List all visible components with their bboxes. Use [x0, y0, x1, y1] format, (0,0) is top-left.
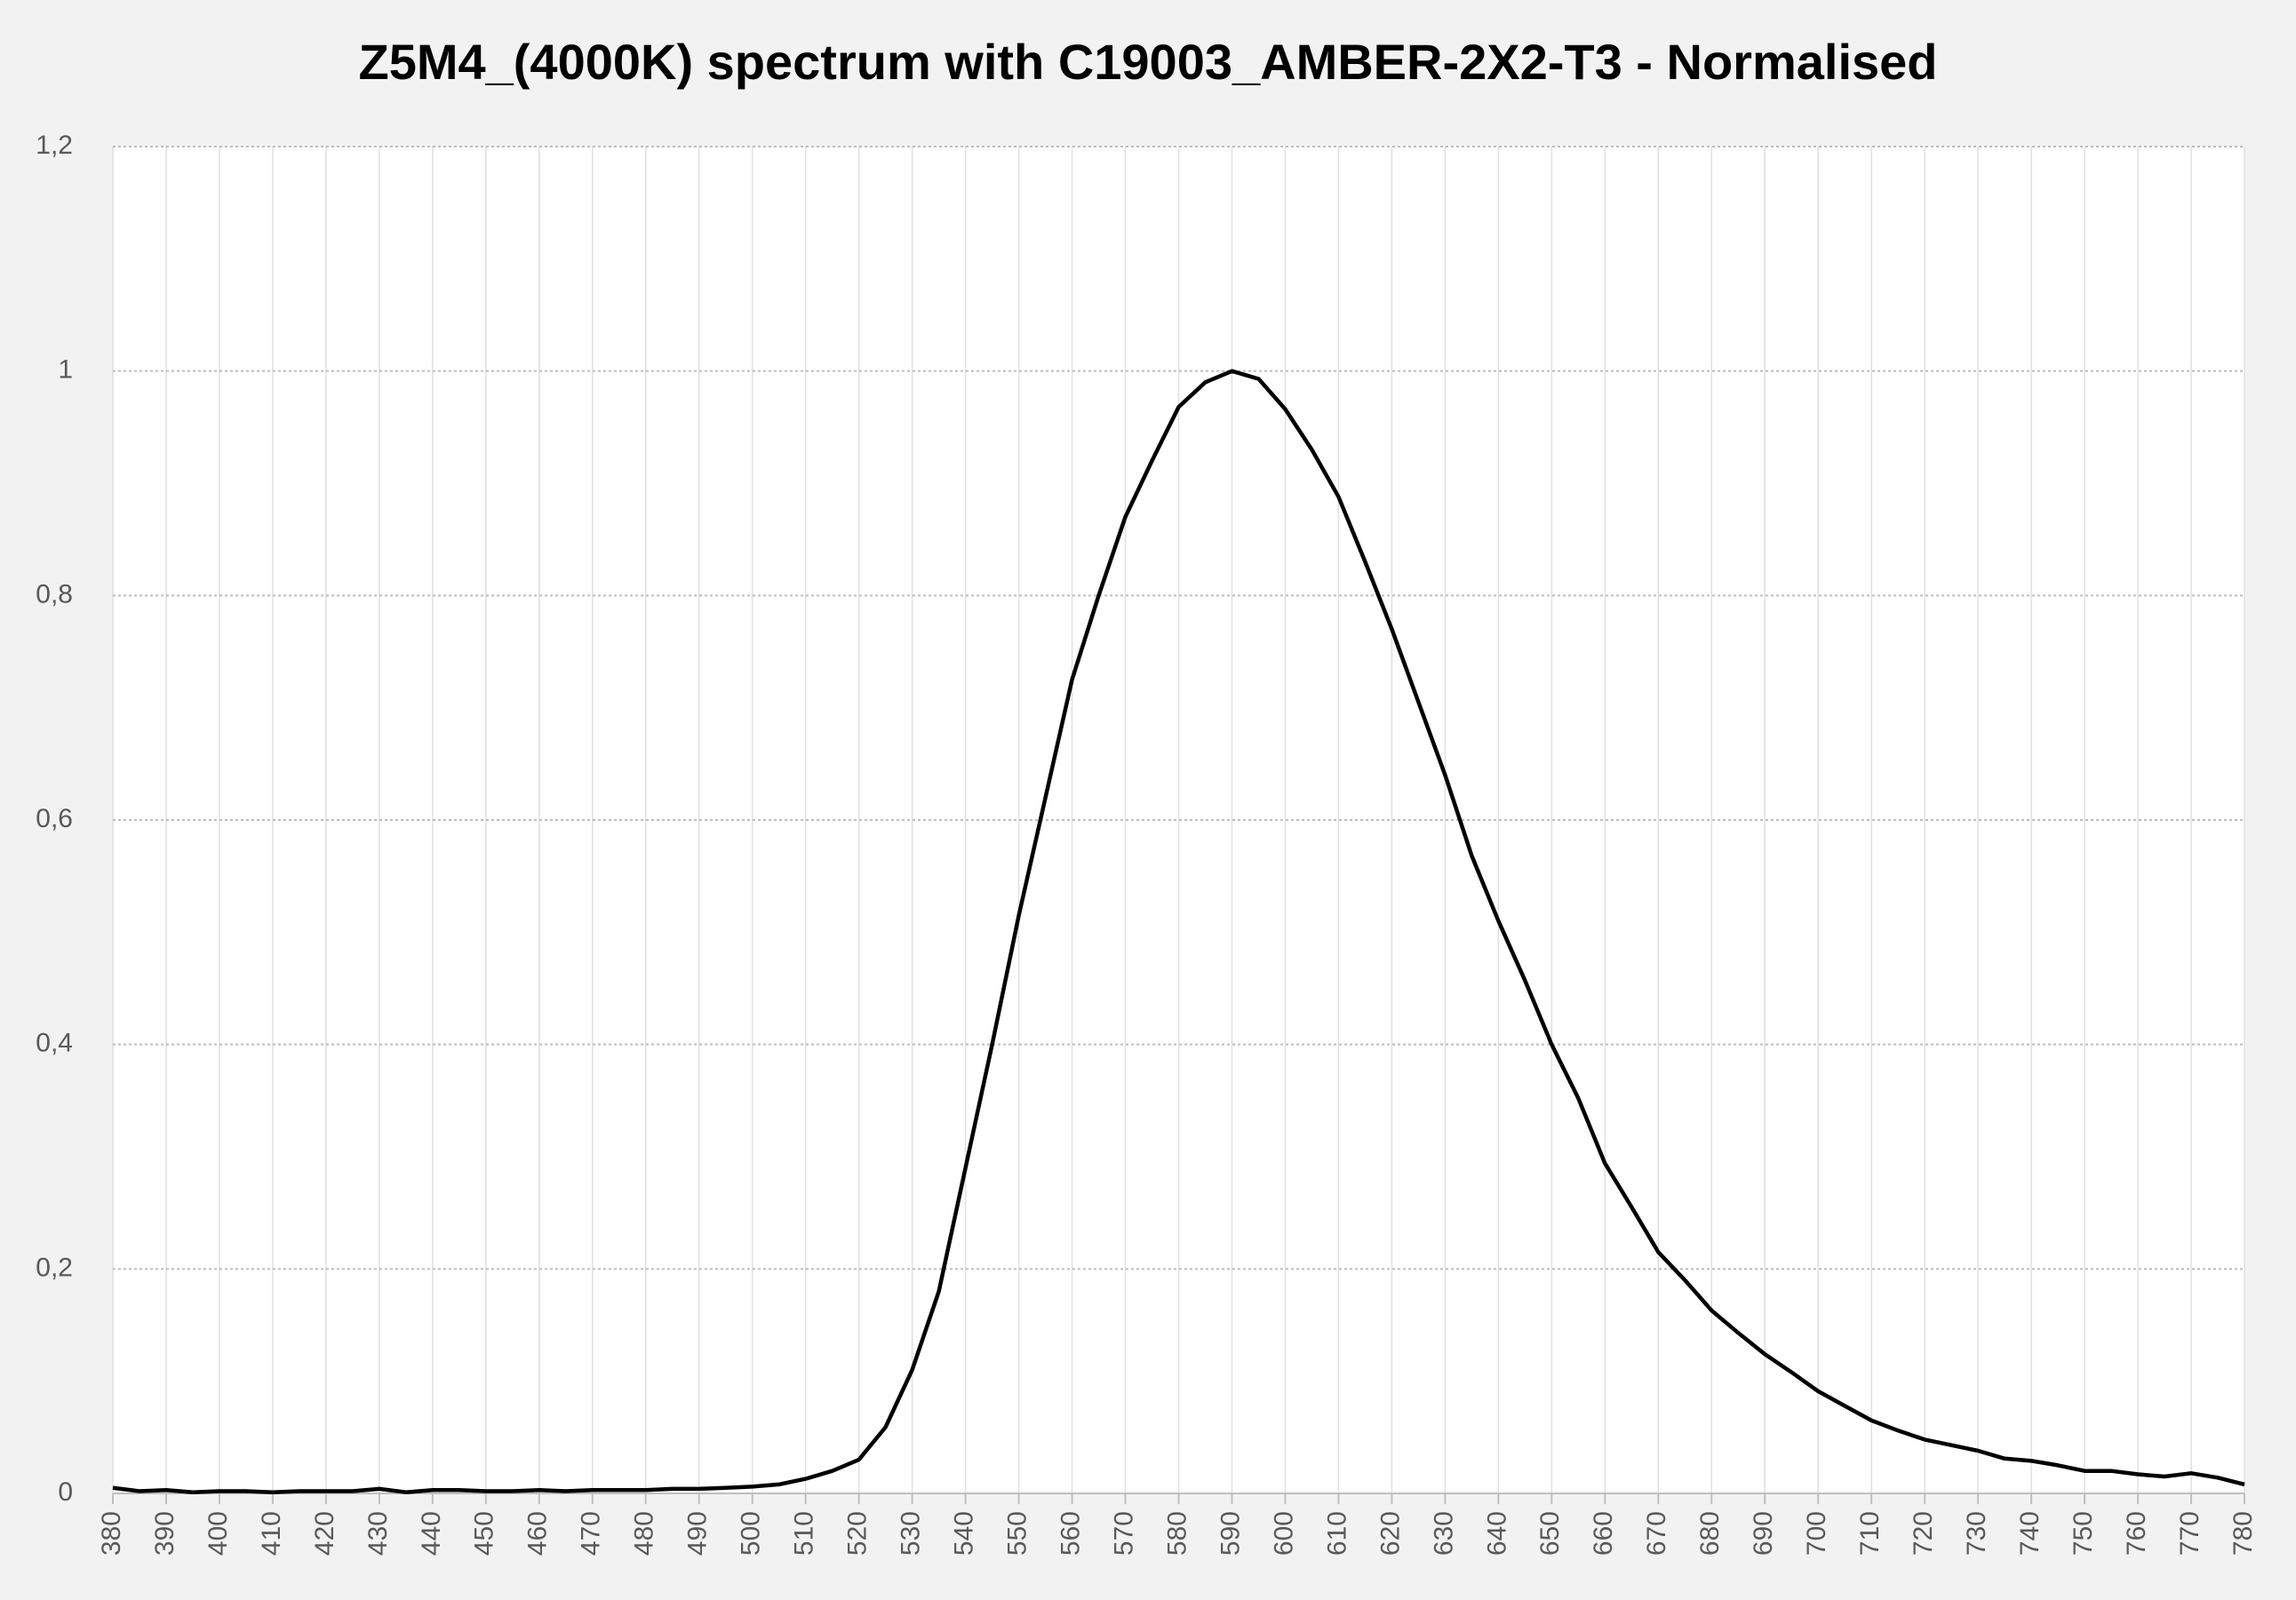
x-tick-label: 770	[2175, 1511, 2204, 1556]
x-tick-label: 670	[1642, 1511, 1671, 1556]
x-tick-label: 540	[950, 1511, 979, 1556]
y-tick-label: 0	[58, 1477, 73, 1507]
x-tick-label: 570	[1109, 1511, 1138, 1556]
x-tick-label: 680	[1695, 1511, 1725, 1556]
x-tick-label: 660	[1589, 1511, 1618, 1556]
chart-title: Z5M4_(4000K) spectrum with C19003_AMBER-…	[358, 34, 1937, 90]
x-tick-label: 610	[1322, 1511, 1351, 1556]
x-tick-label: 520	[843, 1511, 873, 1556]
spectrum-line	[112, 369, 2245, 1494]
x-tick-label: 480	[630, 1511, 659, 1556]
x-tick-label: 400	[203, 1511, 233, 1556]
x-tick-label: 590	[1216, 1511, 1245, 1556]
x-tick-label: 390	[150, 1511, 179, 1556]
y-tick-label: 0,4	[36, 1029, 73, 1058]
x-tick-label: 510	[790, 1511, 819, 1556]
x-tick-label: 560	[1056, 1511, 1085, 1556]
x-tick-label: 650	[1535, 1511, 1565, 1556]
x-tick-label: 530	[897, 1511, 926, 1556]
x-tick-label: 620	[1375, 1511, 1405, 1556]
x-tick-label: 690	[1749, 1511, 1778, 1556]
x-tick-label: 640	[1482, 1511, 1511, 1556]
x-tick-label: 780	[2228, 1511, 2258, 1556]
x-tick-label: 490	[683, 1511, 713, 1556]
y-tick-label: 1,2	[36, 131, 73, 160]
x-tick-label: 710	[1855, 1511, 1885, 1556]
x-tick-label: 550	[1002, 1511, 1032, 1556]
x-tick-label: 450	[470, 1511, 499, 1556]
x-tick-label: 430	[363, 1511, 393, 1556]
x-tick-label: 470	[577, 1511, 606, 1556]
x-tick-label: 700	[1802, 1511, 1831, 1556]
x-tick-label: 380	[97, 1511, 126, 1556]
x-tick-label: 600	[1269, 1511, 1298, 1556]
x-tick-label: 440	[417, 1511, 446, 1556]
y-tick-label: 1	[58, 355, 73, 385]
x-tick-label: 580	[1162, 1511, 1192, 1556]
x-tick-label: 750	[2069, 1511, 2098, 1556]
x-tick-label: 740	[2015, 1511, 2045, 1556]
x-tick-label: 500	[737, 1511, 766, 1556]
y-tick-label: 0,6	[36, 804, 73, 833]
x-tick-label: 730	[1962, 1511, 1991, 1556]
x-tick-label: 760	[2122, 1511, 2151, 1556]
x-tick-label: 630	[1429, 1511, 1458, 1556]
x-tick-label: 460	[523, 1511, 553, 1556]
x-tick-label: 420	[310, 1511, 339, 1556]
y-tick-label: 0,2	[36, 1253, 73, 1282]
x-tick-label: 410	[257, 1511, 286, 1556]
y-tick-label: 0,8	[36, 579, 73, 609]
x-tick-label: 720	[1909, 1511, 1938, 1556]
